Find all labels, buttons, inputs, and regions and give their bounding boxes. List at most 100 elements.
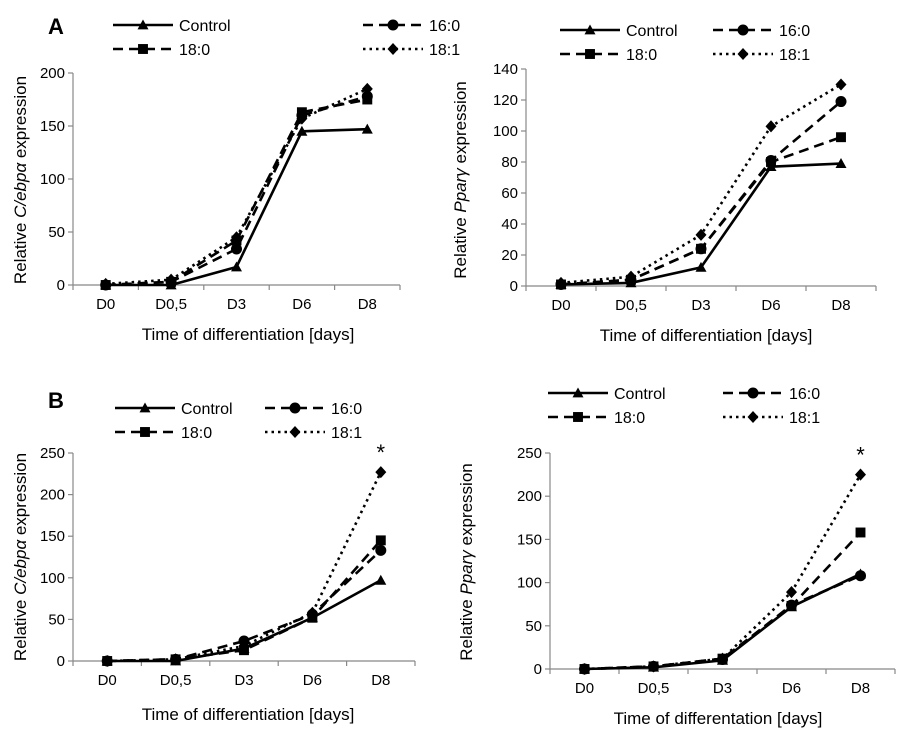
- y-axis-label-part: Pparγ: [457, 549, 476, 595]
- legend-entry-18-0: 18:0: [113, 42, 210, 59]
- x-tick-label: D3: [234, 672, 253, 689]
- data-point-18-1: [375, 466, 387, 479]
- legend-entry-18-0: 18:0: [548, 410, 645, 427]
- panel-label-a: A: [48, 14, 64, 39]
- data-point-18-1: [855, 468, 866, 481]
- legend-marker: [573, 412, 583, 422]
- y-tick-label: 0: [534, 661, 542, 678]
- legend-label: 16:0: [429, 18, 460, 35]
- data-point-18-1: [717, 652, 728, 665]
- x-axis-label: Time of differentation [days]: [614, 709, 823, 728]
- panel-label-b: B: [48, 388, 64, 413]
- legend-marker: [137, 19, 149, 30]
- data-point-16-0: [835, 96, 847, 108]
- x-tick-label: D6: [761, 297, 780, 314]
- data-point-18-1: [695, 228, 707, 241]
- y-tick-label: 0: [57, 277, 65, 294]
- x-tick-label: D0,5: [160, 672, 192, 689]
- legend-entry-16-0: 16:0: [265, 401, 362, 418]
- data-point-16-0: [695, 243, 707, 255]
- data-point-16-0: [361, 90, 373, 102]
- chart-a-cebpa: 0 50 100 150 200 D0 D0,5 D3 D6 D8 Relative C/ebpα …: [11, 18, 460, 344]
- data-point-18-1: [296, 112, 308, 125]
- data-point-control: [695, 261, 707, 272]
- y-tick-label: 200: [40, 487, 65, 504]
- legend-entry-16-0: 16:0: [363, 18, 460, 35]
- data-point-18-1: [555, 276, 567, 289]
- data-point-18-1: [101, 654, 113, 668]
- data-point-18-1: [361, 82, 373, 95]
- y-tick-label: 150: [517, 531, 542, 548]
- legend-entry-control: Control: [113, 18, 231, 35]
- x-tick-label: D0: [551, 297, 570, 314]
- series-18-1: [100, 82, 373, 290]
- data-point-control: [296, 125, 308, 136]
- legend-marker: [139, 402, 151, 413]
- y-tick-label: 150: [40, 528, 65, 545]
- legend-label: 18:0: [626, 47, 657, 64]
- chart-a-ppary: 0 20 40 60 80 100 120 140 D0 D0,5 D3 D6 D8 Relative P…: [451, 23, 877, 345]
- legend-marker: [138, 44, 148, 54]
- y-tick-label: 140: [493, 61, 518, 78]
- legend-label: 18:1: [331, 425, 362, 442]
- y-axis-label-part: expression: [451, 81, 470, 168]
- data-point-18-1: [165, 273, 177, 286]
- y-axis-label-part: C/ebpα: [11, 539, 30, 595]
- legend-marker: [747, 410, 759, 424]
- x-tick-label: D8: [851, 680, 870, 697]
- y-tick-label: 200: [40, 65, 65, 82]
- series-control: [555, 158, 847, 289]
- series-line-16-0: [105, 95, 368, 287]
- x-tick-label: D3: [227, 296, 246, 313]
- legend-label: Control: [626, 23, 678, 40]
- y-tick-label: 100: [40, 171, 65, 188]
- legend-marker: [584, 24, 596, 35]
- y-tick-label: 100: [517, 575, 542, 592]
- legend-label: 18:1: [429, 42, 460, 59]
- y-tick-label: 200: [517, 488, 542, 505]
- series-18-0: [100, 94, 373, 290]
- legend-entry-18-0: 18:0: [115, 425, 212, 442]
- y-tick-label: 50: [525, 618, 542, 635]
- y-axis-label-part: expression: [11, 453, 30, 540]
- y-axis-label-part: Relative: [11, 218, 30, 284]
- data-point-control: [375, 574, 387, 585]
- y-axis-label-part: Pparγ: [451, 167, 470, 213]
- series-line-18-0: [584, 531, 862, 671]
- x-tick-label: D6: [303, 672, 322, 689]
- x-tick-label: D0: [96, 296, 115, 313]
- data-point-18-1: [765, 120, 777, 133]
- x-axis-label: Time of differentiation [days]: [142, 325, 355, 344]
- data-point-control: [361, 123, 373, 134]
- data-point-18-1: [306, 606, 318, 619]
- data-point-18-1: [238, 639, 250, 653]
- data-point-18-1: [231, 231, 242, 244]
- data-point-18-1: [648, 660, 659, 673]
- legend-entry-18-1: 18:1: [713, 47, 810, 64]
- data-point-16-0: [855, 570, 866, 582]
- series-16-0: [555, 96, 847, 290]
- y-tick-label: 0: [510, 278, 518, 295]
- data-point-18-1: [786, 586, 797, 599]
- y-axis-label: Relative Pparγ expression: [457, 463, 476, 661]
- legend-marker: [387, 42, 399, 56]
- series-line-16-0: [560, 100, 842, 286]
- legend-entry-16-0: 16:0: [723, 386, 820, 403]
- x-tick-label: D0,5: [155, 296, 187, 313]
- series-line-18-1: [584, 473, 862, 671]
- legend-entry-18-0: 18:0: [560, 47, 657, 64]
- legend-label: 18:0: [614, 410, 645, 427]
- x-tick-label: D8: [831, 297, 850, 314]
- legend-entry-control: Control: [548, 386, 666, 403]
- y-tick-label: 150: [40, 118, 65, 135]
- series-18-1: [555, 78, 847, 289]
- y-tick-label: 0: [57, 653, 65, 670]
- legend-marker: [140, 427, 150, 437]
- legend-entry-16-0: 16:0: [713, 23, 810, 40]
- y-axis-label-part: C/ebpα: [11, 162, 30, 218]
- series-16-0: [100, 90, 373, 291]
- legend-marker: [585, 49, 595, 59]
- y-tick-label: 60: [501, 185, 518, 202]
- x-tick-label: D3: [691, 297, 710, 314]
- x-tick-label: D6: [782, 680, 801, 697]
